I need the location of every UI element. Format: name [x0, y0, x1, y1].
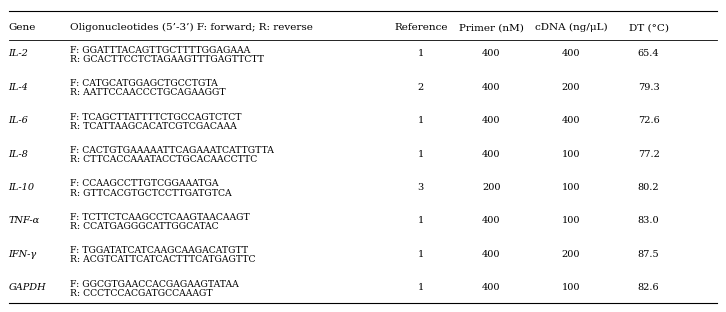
Text: 65.4: 65.4 [638, 50, 659, 58]
Text: 400: 400 [482, 250, 501, 259]
Text: Reference: Reference [394, 23, 448, 32]
Text: IL-4: IL-4 [9, 83, 28, 92]
Text: 1: 1 [417, 283, 424, 292]
Text: 400: 400 [482, 116, 501, 125]
Text: IL-10: IL-10 [9, 183, 35, 192]
Text: GAPDH: GAPDH [9, 283, 46, 292]
Text: 200: 200 [562, 83, 580, 92]
Text: 100: 100 [562, 183, 580, 192]
Text: 1: 1 [417, 250, 424, 259]
Text: 400: 400 [562, 116, 580, 125]
Text: F: CCAAGCCTTGTCGGAAATGA: F: CCAAGCCTTGTCGGAAATGA [70, 179, 219, 188]
Text: R: GCACTTCCTCTAGAAGTTTGAGTTCTT: R: GCACTTCCTCTAGAAGTTTGAGTTCTT [70, 55, 264, 64]
Text: F: TGGATATCATCAAGCAAGACATGTT: F: TGGATATCATCAAGCAAGACATGTT [70, 246, 248, 255]
Text: F: GGCGTGAACCACGAGAAGTATAA: F: GGCGTGAACCACGAGAAGTATAA [70, 280, 239, 289]
Text: R: AATTCCAACCCTGCAGAAGGT: R: AATTCCAACCCTGCAGAAGGT [70, 88, 226, 97]
Text: DT (°C): DT (°C) [629, 23, 669, 32]
Text: F: CATGCATGGAGCTGCCTGTA: F: CATGCATGGAGCTGCCTGTA [70, 79, 218, 88]
Text: IFN-γ: IFN-γ [9, 250, 37, 259]
Text: F: GGATTTACAGTTGCTTTTGGAGAAA: F: GGATTTACAGTTGCTTTTGGAGAAA [70, 46, 250, 55]
Text: 79.3: 79.3 [638, 83, 659, 92]
Text: F: CACTGTGAAAAATTCAGAAATCATTGTTA: F: CACTGTGAAAAATTCAGAAATCATTGTTA [70, 146, 274, 155]
Text: 2: 2 [417, 83, 424, 92]
Text: 100: 100 [562, 283, 580, 292]
Text: 200: 200 [562, 250, 580, 259]
Text: R: CTTCACCAAATACCTGCACAACCTTC: R: CTTCACCAAATACCTGCACAACCTTC [70, 155, 257, 164]
Text: 72.6: 72.6 [638, 116, 659, 125]
Text: Gene: Gene [9, 23, 36, 32]
Text: R: TCATTAAGCACATCGTCGACAAA: R: TCATTAAGCACATCGTCGACAAA [70, 122, 237, 131]
Text: 82.6: 82.6 [638, 283, 659, 292]
Text: 100: 100 [562, 150, 580, 158]
Text: 1: 1 [417, 217, 424, 226]
Text: 400: 400 [482, 50, 501, 58]
Text: 1: 1 [417, 150, 424, 158]
Text: 200: 200 [482, 183, 501, 192]
Text: 400: 400 [482, 283, 501, 292]
Text: 87.5: 87.5 [638, 250, 659, 259]
Text: 1: 1 [417, 116, 424, 125]
Text: 400: 400 [562, 50, 580, 58]
Text: cDNA (ng/μL): cDNA (ng/μL) [534, 23, 607, 32]
Text: 100: 100 [562, 217, 580, 226]
Text: TNF-α: TNF-α [9, 217, 40, 226]
Text: 83.0: 83.0 [638, 217, 659, 226]
Text: 400: 400 [482, 217, 501, 226]
Text: Primer (nM): Primer (nM) [459, 23, 524, 32]
Text: R: ACGTCATTCATCACTTTCATGAGTTC: R: ACGTCATTCATCACTTTCATGAGTTC [70, 256, 256, 264]
Text: Oligonucleotides (5’-3’) F: forward; R: reverse: Oligonucleotides (5’-3’) F: forward; R: … [70, 23, 313, 32]
Text: IL-2: IL-2 [9, 50, 28, 58]
Text: 80.2: 80.2 [638, 183, 659, 192]
Text: 3: 3 [417, 183, 424, 192]
Text: R: CCATGAGGGCATTGGCATAC: R: CCATGAGGGCATTGGCATAC [70, 222, 219, 231]
Text: 400: 400 [482, 83, 501, 92]
Text: R: GTTCACGTGCTCCTTGATGTCA: R: GTTCACGTGCTCCTTGATGTCA [70, 189, 232, 197]
Text: R: CCCTCCACGATGCCAAAGT: R: CCCTCCACGATGCCAAAGT [70, 289, 213, 298]
Text: 400: 400 [482, 150, 501, 158]
Text: 1: 1 [417, 50, 424, 58]
Text: IL-8: IL-8 [9, 150, 28, 158]
Text: IL-6: IL-6 [9, 116, 28, 125]
Text: 77.2: 77.2 [637, 150, 660, 158]
Text: F: TCTTCTCAAGCCTCAAGTAACAAGT: F: TCTTCTCAAGCCTCAAGTAACAAGT [70, 213, 250, 222]
Text: F: TCAGCTTATTTTCTGCCAGTCTCT: F: TCAGCTTATTTTCTGCCAGTCTCT [70, 113, 242, 122]
